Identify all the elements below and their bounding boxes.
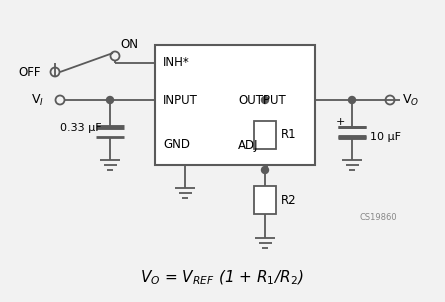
Text: 10 μF: 10 μF bbox=[370, 132, 401, 142]
Bar bbox=[254, 121, 276, 149]
Text: +: + bbox=[336, 117, 345, 127]
Circle shape bbox=[262, 166, 268, 174]
Bar bbox=[155, 45, 315, 165]
Circle shape bbox=[348, 97, 356, 104]
Text: INH*: INH* bbox=[163, 56, 190, 69]
Circle shape bbox=[106, 97, 113, 104]
Text: GND: GND bbox=[163, 139, 190, 152]
Text: INPUT: INPUT bbox=[163, 94, 198, 107]
Circle shape bbox=[262, 97, 268, 104]
Text: V$_{O}$: V$_{O}$ bbox=[402, 92, 419, 108]
Text: R2: R2 bbox=[281, 194, 297, 207]
Bar bbox=[254, 186, 276, 214]
Text: ADJ: ADJ bbox=[238, 139, 259, 152]
Text: 0.33 μF: 0.33 μF bbox=[60, 123, 101, 133]
Text: V$_{I}$: V$_{I}$ bbox=[32, 92, 44, 108]
Text: ON: ON bbox=[120, 37, 138, 50]
Text: R1: R1 bbox=[281, 128, 297, 142]
Text: OFF: OFF bbox=[18, 66, 40, 79]
Text: V$_{O}$ = V$_{REF}$ (1 + R$_{1}$/R$_{2}$): V$_{O}$ = V$_{REF}$ (1 + R$_{1}$/R$_{2}$… bbox=[140, 269, 304, 287]
Text: OUTPUT: OUTPUT bbox=[238, 94, 286, 107]
Text: CS19860: CS19860 bbox=[360, 214, 398, 223]
